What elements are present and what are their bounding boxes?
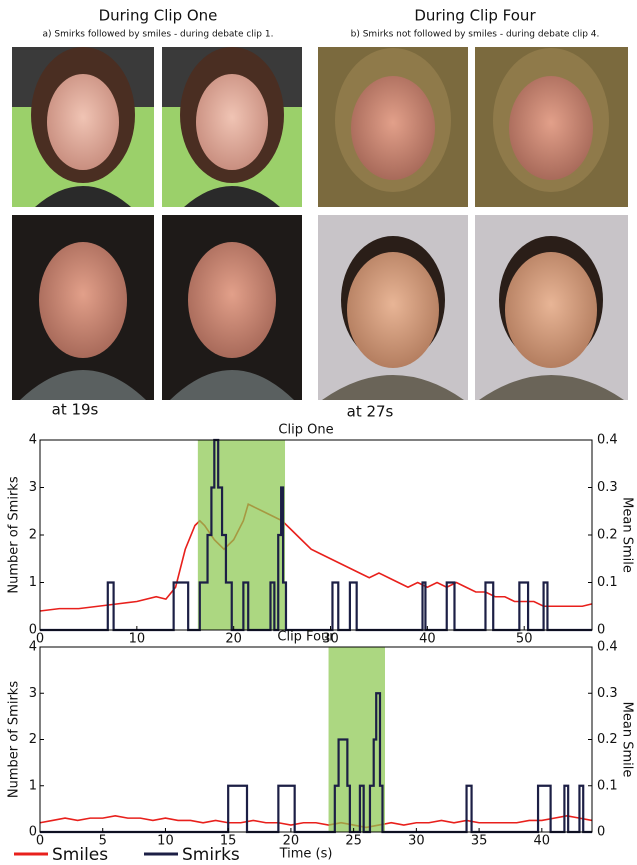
photo: [475, 47, 628, 207]
y-tick-label: 0: [29, 825, 37, 840]
series-line: [40, 438, 592, 632]
x-tick-label: 50: [516, 632, 533, 647]
y-tick-label: 2: [29, 732, 37, 747]
y2-tick-label: 0.2: [597, 528, 618, 543]
legend-label: Smirks: [182, 845, 240, 865]
photo: [12, 215, 154, 400]
legend-label: Smiles: [52, 845, 108, 865]
time-label: at 19s: [52, 401, 99, 419]
panel-heading: During Clip One: [99, 7, 218, 25]
y2-tick-label: 0.3: [597, 480, 618, 495]
y-axis-label: Number of Smirks: [7, 681, 22, 798]
y-tick-label: 0: [29, 623, 37, 638]
y-tick-label: 1: [29, 778, 37, 793]
y2-axis-label: Mean Smile: [620, 702, 635, 778]
photo: [162, 215, 302, 400]
y2-axis-label: Mean Smile: [620, 497, 635, 573]
x-tick-label: 10: [157, 834, 174, 849]
plot-area: [40, 440, 592, 630]
x-tick-label: 15: [220, 834, 237, 849]
y2-tick-label: 0.1: [597, 575, 618, 590]
smiles-line: [39, 814, 593, 829]
y2-tick-label: 0: [597, 623, 605, 638]
y2-tick-label: 0: [597, 825, 605, 840]
x-tick-label: 40: [534, 834, 551, 849]
x-tick-label: 10: [129, 632, 146, 647]
x-tick-label: 0: [36, 834, 44, 849]
y-tick-label: 4: [29, 433, 37, 448]
panel-caption: a) Smirks followed by smiles - during de…: [43, 30, 274, 40]
photo: [318, 47, 468, 207]
y2-tick-label: 0.4: [597, 433, 618, 448]
x-tick-label: 0: [36, 632, 44, 647]
x-tick-label: 30: [322, 632, 339, 647]
plot-area: [40, 647, 592, 832]
y-tick-label: 3: [29, 480, 37, 495]
y-tick-label: 4: [29, 640, 37, 655]
smirks-line: [40, 692, 592, 834]
y-tick-label: 2: [29, 528, 37, 543]
y-tick-label: 1: [29, 575, 37, 590]
panel-heading: During Clip Four: [414, 7, 536, 25]
x-tick-label: 5: [99, 834, 107, 849]
x-tick-label: 40: [419, 632, 436, 647]
photo: [475, 215, 628, 400]
panel-caption: b) Smirks not followed by smiles - durin…: [351, 30, 600, 40]
series-line: [39, 502, 593, 612]
y-axis-label: Number of Smirks: [7, 476, 22, 593]
y-tick-label: 3: [29, 686, 37, 701]
x-tick-label: 20: [225, 632, 242, 647]
x-tick-label: 25: [345, 834, 362, 849]
chart-title: Clip Four: [277, 630, 335, 645]
x-axis-label: Time (s): [279, 847, 333, 862]
y2-tick-label: 0.2: [597, 732, 618, 747]
photo: [162, 47, 302, 207]
chart-title: Clip One: [278, 423, 333, 438]
y2-tick-label: 0.1: [597, 778, 618, 793]
photo: [318, 215, 468, 400]
y2-tick-label: 0.4: [597, 640, 618, 655]
x-tick-label: 30: [408, 834, 425, 849]
time-label: at 27s: [347, 403, 394, 421]
x-tick-label: 35: [471, 834, 488, 849]
y2-tick-label: 0.3: [597, 686, 618, 701]
photo: [12, 47, 154, 207]
x-tick-label: 20: [283, 834, 300, 849]
